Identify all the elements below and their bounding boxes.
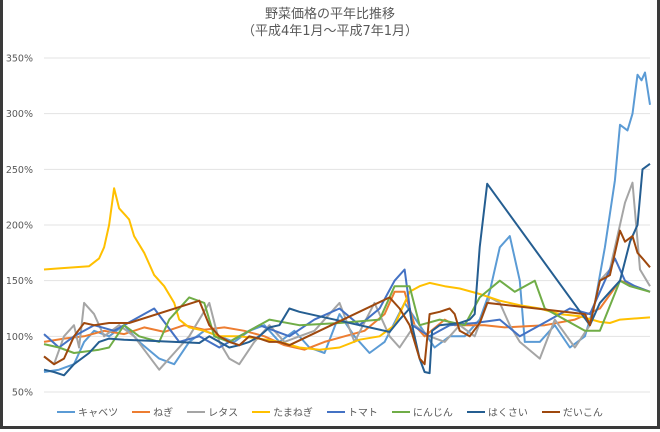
- legend-item: はくさい: [466, 404, 528, 419]
- legend-swatch: [466, 410, 485, 413]
- series-line-7: [43, 229, 651, 366]
- y-tick-label: 200%: [6, 221, 33, 232]
- y-tick-label: 100%: [6, 332, 33, 343]
- legend-label: だいこん: [562, 408, 603, 419]
- y-tick-label: 300%: [6, 109, 33, 120]
- series-line-2: [43, 181, 651, 371]
- legend-label: キャベツ: [78, 408, 119, 419]
- y-tick-label: 150%: [6, 276, 33, 287]
- legend-swatch: [187, 410, 206, 413]
- chart-subtitle: （平成4年1月～平成7年1月）: [241, 24, 419, 39]
- legend-swatch: [57, 410, 76, 413]
- legend-label: ねぎ: [153, 408, 174, 419]
- series-line-4: [43, 257, 651, 349]
- legend-label: たまねぎ: [273, 408, 313, 419]
- legend-label: レタス: [208, 408, 239, 419]
- legend-swatch: [252, 410, 271, 413]
- chart-title-block: 野菜価格の平年比推移 （平成4年1月～平成7年1月）: [0, 6, 660, 40]
- legend-item: キャベツ: [57, 404, 118, 419]
- legend-swatch: [326, 410, 345, 413]
- legend-item: だいこん: [541, 404, 603, 419]
- legend-swatch: [541, 410, 560, 413]
- legend-item: ねぎ: [132, 404, 173, 419]
- y-tick-label: 250%: [6, 165, 33, 176]
- legend-item: トマト: [326, 404, 378, 419]
- legend: キャベツ ねぎ レタス たまねぎ トマト にんじん はくさい だいこん: [0, 404, 660, 419]
- series-line-5: [43, 279, 651, 354]
- legend-item: にんじん: [391, 404, 453, 419]
- legend-swatch: [132, 410, 151, 413]
- legend-item: たまねぎ: [252, 404, 313, 419]
- legend-label: にんじん: [412, 408, 453, 419]
- legend-item: レタス: [187, 404, 238, 419]
- legend-label: はくさい: [487, 408, 528, 419]
- series-line-6: [43, 162, 651, 377]
- y-tick-label: 50%: [12, 388, 33, 399]
- legend-swatch: [391, 410, 410, 413]
- chart-title: 野菜価格の平年比推移: [264, 7, 395, 22]
- legend-label: トマト: [347, 408, 378, 419]
- y-tick-label: 350%: [6, 54, 33, 65]
